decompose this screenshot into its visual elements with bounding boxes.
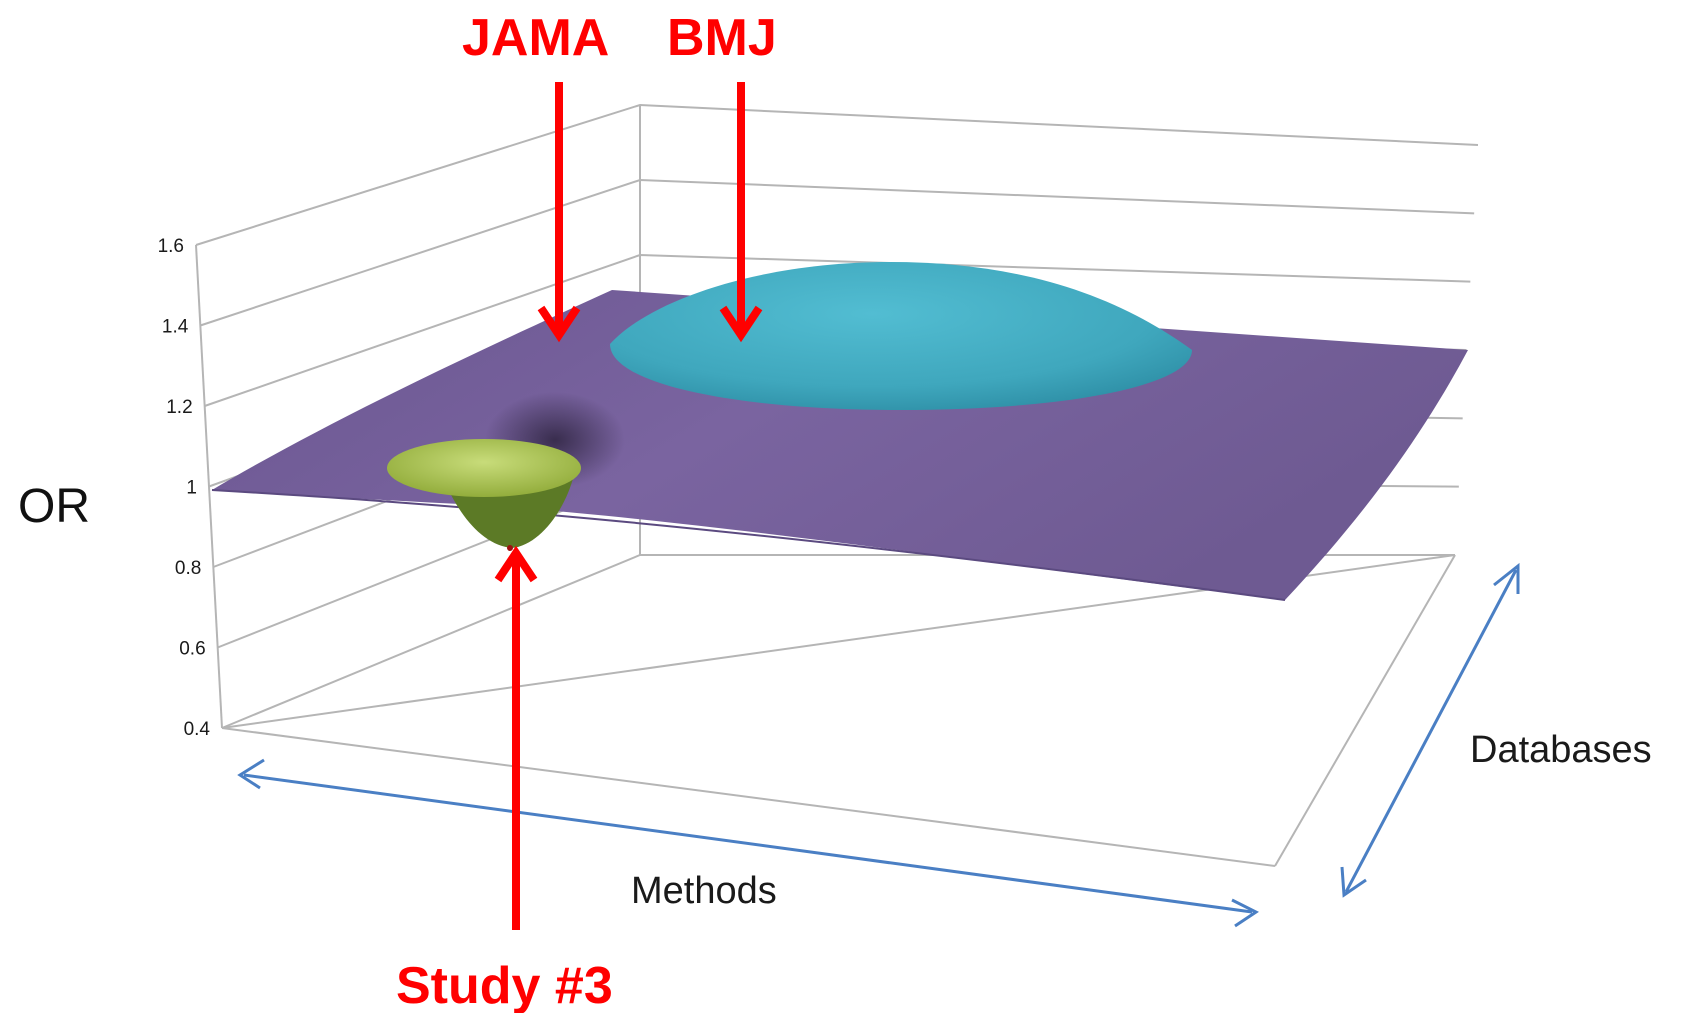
annotation-jama-arrow-head — [537, 305, 581, 343]
annotation-bmj-label: BMJ — [667, 9, 777, 67]
z-tick-label: 1.4 — [162, 317, 189, 338]
databases-direction-arrow — [1340, 562, 1520, 898]
z-gridline — [195, 103, 1479, 246]
methods-arrow-head-left — [237, 758, 265, 790]
z-gridline — [204, 253, 1471, 407]
z-tick-labels: 1.6 1.4 1.2 1 0.8 0.6 0.4 — [158, 236, 211, 740]
annotation-bmj: BMJ — [667, 9, 777, 343]
z-axis-title: OR — [18, 480, 90, 533]
floor-left-edge — [221, 727, 1276, 867]
annotation-study3-arrow-head — [494, 545, 538, 583]
trough-min-point — [507, 545, 513, 551]
z-tick-label: 1.2 — [166, 397, 192, 418]
z-tick-label: 0.8 — [175, 558, 201, 579]
z-tick-label: 0.4 — [184, 719, 211, 740]
peak-feature — [610, 262, 1192, 410]
surface-front-edge — [211, 489, 1286, 601]
trough-feature — [387, 439, 581, 551]
z-tick-label: 0.6 — [179, 639, 205, 660]
databases-arrow-head-bottom — [1340, 866, 1367, 898]
annotation-study3: Study #3 — [396, 545, 613, 1013]
z-tick-label: 1.6 — [158, 236, 184, 257]
y-axis-title: Databases — [1470, 729, 1652, 771]
annotation-study3-label: Study #3 — [396, 957, 613, 1013]
floor — [221, 554, 1456, 867]
methods-direction-arrow — [237, 758, 1259, 928]
methods-arrow-shaft — [243, 773, 1253, 914]
peak-dome — [610, 262, 1192, 410]
databases-arrow-shaft — [1344, 569, 1518, 893]
z-axis-line — [195, 244, 223, 729]
annotation-bmj-arrow-head — [719, 305, 763, 343]
trough-bowl-rim — [387, 439, 581, 497]
z-tick-label: 1 — [186, 478, 197, 499]
methods-arrow-head-right — [1231, 898, 1259, 928]
z-gridline — [200, 178, 1475, 327]
annotation-jama-label: JAMA — [462, 9, 609, 67]
x-axis-title: Methods — [631, 870, 777, 912]
floor-right-edge — [1274, 554, 1456, 867]
annotation-jama: JAMA — [462, 9, 609, 343]
left-wall — [195, 244, 223, 729]
databases-arrow-head-top — [1493, 562, 1520, 594]
